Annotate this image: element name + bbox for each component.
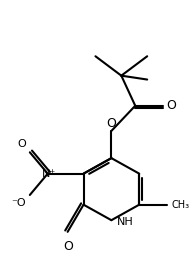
Text: NH: NH [117, 217, 134, 227]
Text: CH₃: CH₃ [171, 200, 189, 210]
Text: O: O [17, 139, 26, 149]
Text: N⁺: N⁺ [42, 169, 56, 179]
Text: O: O [107, 117, 116, 130]
Text: O: O [64, 240, 74, 252]
Text: ⁻O: ⁻O [11, 198, 26, 208]
Text: O: O [166, 99, 176, 112]
